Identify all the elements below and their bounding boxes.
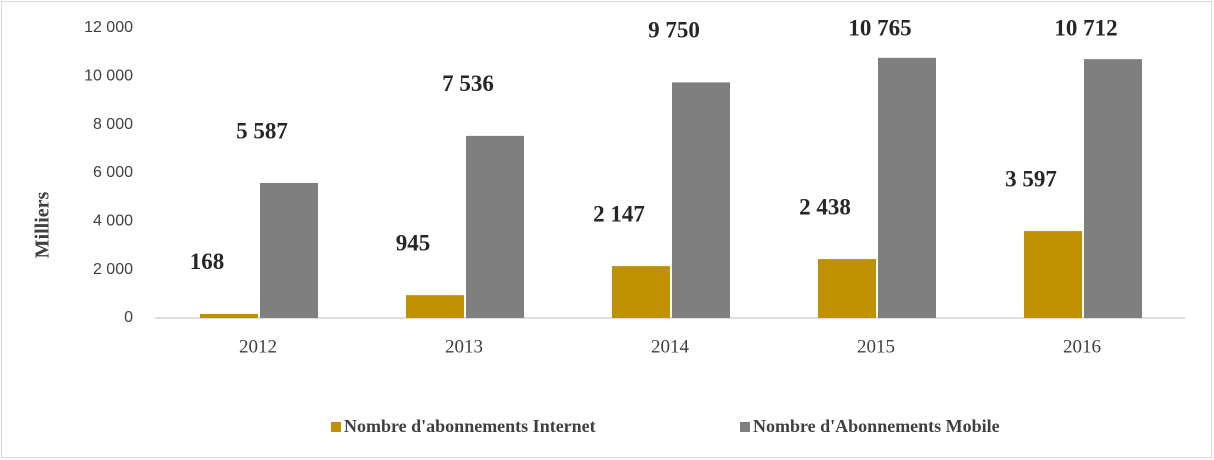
y-tick-label: 4 000 bbox=[93, 213, 133, 230]
y-tick-label: 6 000 bbox=[93, 164, 133, 181]
y-tick-label: 10 000 bbox=[84, 68, 133, 85]
bar bbox=[406, 295, 464, 318]
bar bbox=[1024, 231, 1082, 318]
legend-label: Nombre d'abonnements Internet bbox=[344, 416, 596, 436]
x-tick-label: 2013 bbox=[445, 336, 483, 357]
x-tick-label: 2014 bbox=[651, 336, 690, 357]
bar bbox=[200, 313, 258, 318]
value-label: 3 597 bbox=[1005, 166, 1057, 191]
value-label: 9 750 bbox=[648, 18, 700, 43]
legend-swatch bbox=[331, 422, 341, 432]
bar bbox=[1084, 59, 1142, 318]
y-tick-label: 0 bbox=[124, 309, 133, 326]
x-tick-label: 2016 bbox=[1063, 336, 1101, 357]
value-label: 10 765 bbox=[848, 15, 911, 40]
bar bbox=[818, 259, 876, 318]
x-tick-label: 2012 bbox=[239, 336, 277, 357]
x-tick-label: 2015 bbox=[857, 336, 895, 357]
y-tick-label: 12 000 bbox=[84, 19, 133, 36]
legend-label: Nombre d'Abonnements Mobile bbox=[753, 416, 1000, 436]
value-label: 945 bbox=[396, 230, 431, 255]
bar bbox=[612, 266, 670, 318]
bar bbox=[260, 182, 318, 318]
value-label: 5 587 bbox=[236, 118, 288, 143]
y-tick-label: 8 000 bbox=[93, 116, 133, 133]
value-label: 7 536 bbox=[442, 71, 494, 96]
value-label: 10 712 bbox=[1054, 15, 1117, 40]
value-label: 2 438 bbox=[799, 194, 851, 219]
value-label: 2 147 bbox=[593, 201, 645, 226]
value-label: 168 bbox=[190, 249, 225, 274]
y-axis-label: Milliers bbox=[32, 191, 54, 258]
bar bbox=[672, 82, 730, 318]
legend-swatch bbox=[740, 422, 750, 432]
bar bbox=[878, 57, 936, 319]
bar bbox=[466, 135, 524, 318]
y-tick-label: 2 000 bbox=[93, 261, 133, 278]
